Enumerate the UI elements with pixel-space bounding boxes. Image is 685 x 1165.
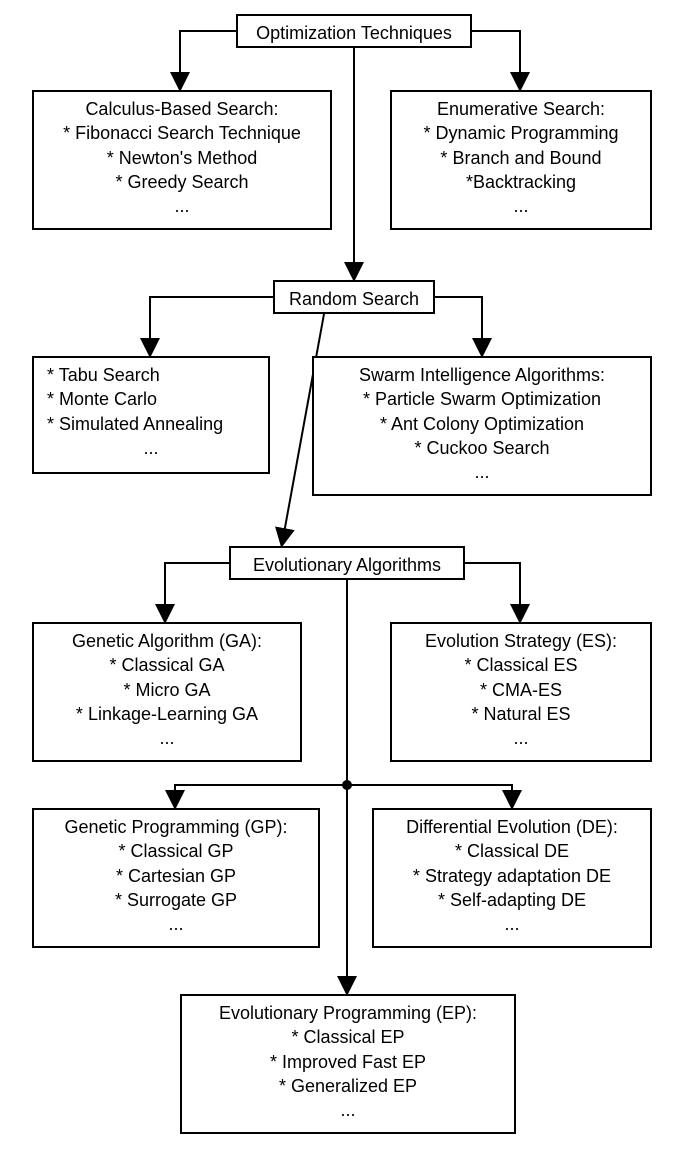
node-random: Random Search [273,280,435,314]
gp-ellipsis: ... [168,914,183,934]
node-ga: Genetic Algorithm (GA): * Classical GA *… [32,622,302,762]
ep-item-2: Generalized EP [291,1076,417,1096]
de-item-0: Classical DE [467,841,569,861]
es-title: Evolution Strategy (ES): [425,631,617,651]
ep-item-1: Improved Fast EP [282,1052,426,1072]
es-item-2: Natural ES [483,704,570,724]
gp-item-1: Cartesian GP [128,866,236,886]
gp-item-2: Surrogate GP [127,890,237,910]
gp-title: Genetic Programming (GP): [64,817,287,837]
node-evo: Evolutionary Algorithms [229,546,465,580]
node-ep: Evolutionary Programming (EP): * Classic… [180,994,516,1134]
de-item-2: Self-adapting DE [450,890,586,910]
enum-item-0: Dynamic Programming [435,123,618,143]
es-ellipsis: ... [513,728,528,748]
swarm-item-2: Cuckoo Search [426,438,549,458]
ga-title: Genetic Algorithm (GA): [72,631,262,651]
swarm-ellipsis: ... [474,462,489,482]
tabu-item-2: Simulated Annealing [59,414,223,434]
enum-item-2: Backtracking [473,172,576,192]
node-calculus: Calculus-Based Search: * Fibonacci Searc… [32,90,332,230]
ep-item-0: Classical EP [303,1027,404,1047]
tabu-item-0: Tabu Search [59,365,160,385]
de-ellipsis: ... [504,914,519,934]
ga-ellipsis: ... [159,728,174,748]
calculus-item-0: Fibonacci Search Technique [75,123,301,143]
ep-ellipsis: ... [340,1100,355,1120]
tabu-item-1: Monte Carlo [59,389,157,409]
calculus-ellipsis: ... [174,196,189,216]
node-root: Optimization Techniques [236,14,472,48]
evo-label: Evolutionary Algorithms [253,555,441,575]
ga-item-0: Classical GA [121,655,224,675]
node-swarm: Swarm Intelligence Algorithms: * Particl… [312,356,652,496]
node-tabu: * Tabu Search * Monte Carlo * Simulated … [32,356,270,474]
node-gp: Genetic Programming (GP): * Classical GP… [32,808,320,948]
enum-ellipsis: ... [513,196,528,216]
de-item-1: Strategy adaptation DE [425,866,611,886]
random-label: Random Search [289,289,419,309]
tabu-ellipsis: ... [143,438,158,458]
node-de: Differential Evolution (DE): * Classical… [372,808,652,948]
enum-title: Enumerative Search: [437,99,605,119]
root-label: Optimization Techniques [256,23,452,43]
node-es: Evolution Strategy (ES): * Classical ES … [390,622,652,762]
swarm-title: Swarm Intelligence Algorithms: [359,365,605,385]
ga-item-2: Linkage-Learning GA [88,704,258,724]
calculus-item-1: Newton's Method [119,148,258,168]
calculus-item-2: Greedy Search [127,172,248,192]
ep-title: Evolutionary Programming (EP): [219,1003,477,1023]
es-item-0: Classical ES [476,655,577,675]
de-title: Differential Evolution (DE): [406,817,618,837]
enum-item-1: Branch and Bound [452,148,601,168]
swarm-item-0: Particle Swarm Optimization [375,389,601,409]
node-enumerative: Enumerative Search: * Dynamic Programmin… [390,90,652,230]
swarm-item-1: Ant Colony Optimization [391,414,584,434]
gp-item-0: Classical GP [130,841,233,861]
ga-item-1: Micro GA [136,680,211,700]
calculus-title: Calculus-Based Search: [85,99,278,119]
es-item-1: CMA-ES [492,680,562,700]
